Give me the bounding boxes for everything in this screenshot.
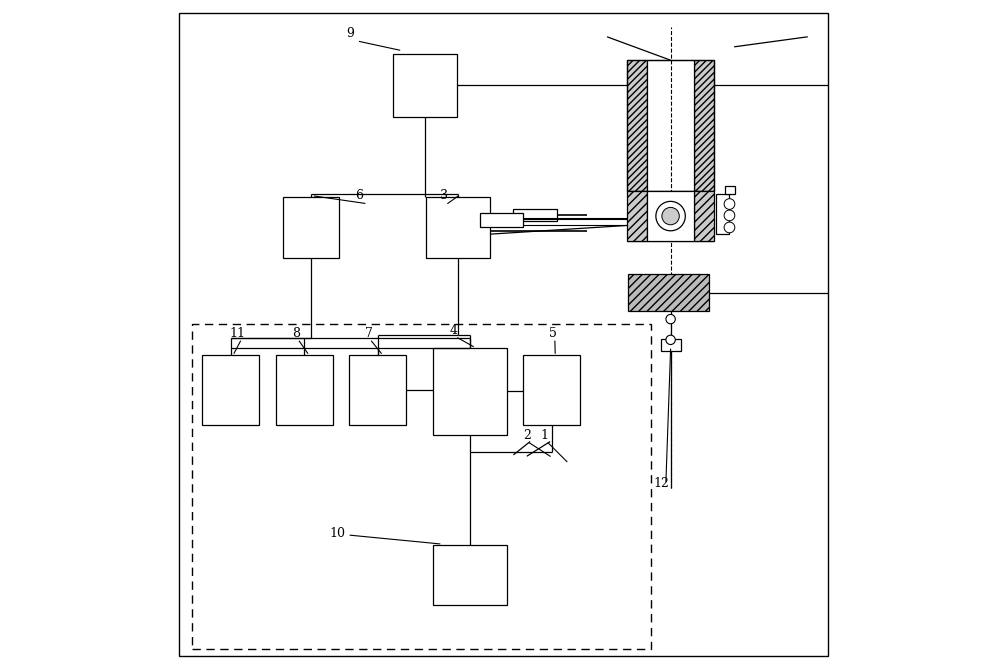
Text: 12: 12: [654, 477, 670, 490]
Circle shape: [656, 201, 685, 231]
Circle shape: [666, 335, 675, 345]
Bar: [627, 60, 647, 191]
Bar: [480, 213, 523, 227]
Circle shape: [662, 207, 679, 225]
Bar: [627, 191, 647, 241]
Circle shape: [666, 314, 675, 324]
Text: 8: 8: [293, 327, 301, 340]
Bar: [523, 355, 580, 425]
Text: 2: 2: [523, 429, 531, 442]
Text: 3: 3: [440, 189, 448, 202]
Text: 4: 4: [450, 324, 458, 337]
Bar: [276, 355, 333, 425]
Text: 10: 10: [329, 527, 345, 540]
Text: 1: 1: [541, 429, 549, 442]
Bar: [513, 209, 557, 221]
Bar: [647, 191, 694, 241]
Text: 5: 5: [549, 327, 557, 340]
Bar: [433, 545, 507, 605]
Text: 6: 6: [355, 189, 363, 202]
Bar: [628, 274, 709, 311]
Bar: [716, 194, 729, 234]
Bar: [661, 339, 681, 351]
Bar: [202, 355, 259, 425]
Bar: [433, 348, 507, 435]
Bar: [647, 60, 694, 191]
Bar: [393, 54, 457, 117]
Bar: [694, 60, 714, 191]
Circle shape: [724, 199, 735, 209]
Text: 7: 7: [365, 327, 373, 340]
Text: 9: 9: [346, 27, 354, 40]
Circle shape: [724, 210, 735, 221]
Bar: [694, 191, 714, 241]
Bar: [725, 186, 735, 194]
Bar: [283, 197, 339, 258]
Bar: [349, 355, 406, 425]
Bar: [192, 324, 651, 649]
Bar: [426, 197, 490, 258]
Circle shape: [724, 222, 735, 233]
Text: 11: 11: [229, 327, 245, 340]
